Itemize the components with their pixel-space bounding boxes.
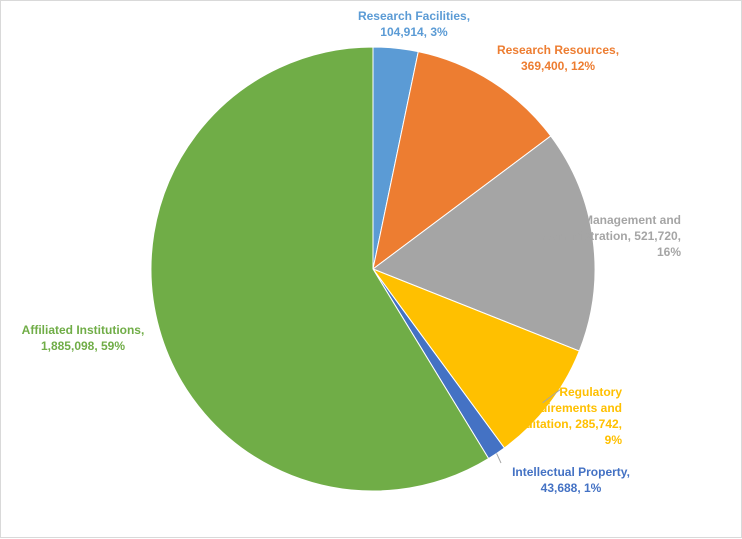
- data-label-management-and-administration: Management and Administration, 521,720, 16…: [543, 213, 681, 259]
- data-labels: Research Facilities, 104,914, 3%Research …: [22, 9, 682, 495]
- pie-slices: [150, 46, 596, 492]
- leader-line-regulatory: [542, 388, 562, 404]
- data-label-line: Affiliated Institutions,: [22, 323, 145, 337]
- pie-slice-affiliated-institutions: [150, 46, 490, 492]
- data-label-line: Research Resources,: [497, 43, 619, 57]
- pie-slice-management-and-administration: [371, 135, 596, 352]
- data-label-intellectual-property: Intellectual Property, 43,688, 1%: [512, 465, 630, 495]
- data-label-line: 9%: [605, 433, 623, 447]
- data-label-regulatory-requirements-and-accreditation: Regulatory Requirements and Accreditation,…: [492, 385, 622, 447]
- data-label-line: Administration, 521,720,: [543, 229, 681, 243]
- data-label-line: Requirements and: [517, 401, 622, 415]
- leader-line-intellectual-property: [496, 453, 502, 464]
- data-label-line: 43,688, 1%: [541, 481, 602, 495]
- data-label-line: Accreditation, 285,742,: [492, 417, 622, 431]
- pie-slice-research-resources: [372, 51, 552, 271]
- data-label-line: Regulatory: [559, 385, 622, 399]
- data-label-line: Management and: [583, 213, 681, 227]
- data-label-line: 369,400, 12%: [521, 59, 595, 73]
- leader-lines: [496, 388, 562, 464]
- data-label-line: 104,914, 3%: [380, 25, 448, 39]
- data-label-line: Research Facilities,: [358, 9, 470, 23]
- pie-slice-regulatory-requirements-and-accreditation: [371, 267, 580, 449]
- data-label-research-facilities: Research Facilities, 104,914, 3%: [358, 9, 470, 39]
- data-label-line: 1,885,098, 59%: [41, 339, 125, 353]
- data-label-affiliated-institutions: Affiliated Institutions, 1,885,098, 59%: [22, 323, 145, 353]
- data-label-line: Intellectual Property,: [512, 465, 630, 479]
- data-label-line: 16%: [657, 245, 681, 259]
- data-label-research-resources: Research Resources, 369,400, 12%: [497, 43, 619, 73]
